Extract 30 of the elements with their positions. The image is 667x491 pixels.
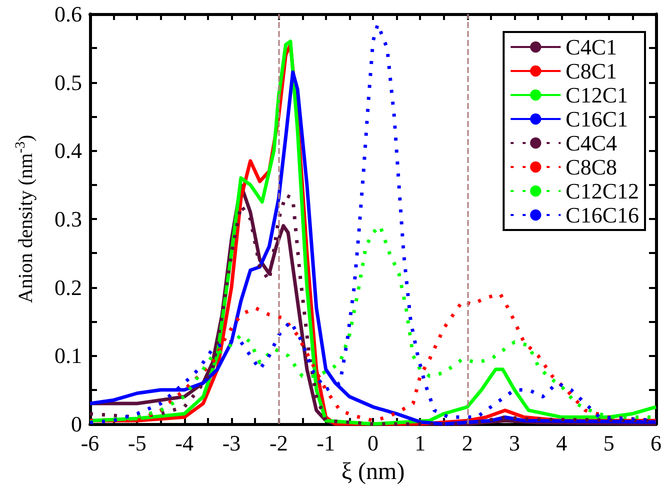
legend-label: C8C8: [566, 154, 618, 180]
legend-label: C16C16: [566, 202, 640, 228]
y-tick-label: 0.5: [54, 70, 82, 95]
x-tick-label: -1: [316, 430, 335, 456]
x-axis-title: ξ (nm): [341, 459, 405, 485]
legend-label: C12C1: [566, 82, 628, 108]
y-axis-title: Anion density (nm-3): [14, 134, 37, 304]
legend-label: C8C1: [566, 58, 618, 84]
legend-label: C16C1: [566, 106, 628, 132]
x-tick-label: 2: [462, 430, 473, 456]
x-tick-label: 6: [650, 430, 662, 456]
y-tick-label: 0.4: [54, 138, 82, 164]
x-tick-label: 3: [509, 430, 520, 456]
x-tick-label: -3: [222, 430, 241, 456]
y-tick-label: 0.3: [54, 206, 82, 232]
legend-label: C4C4: [566, 130, 618, 156]
legend-label: C4C1: [566, 34, 618, 60]
x-tick-label: -5: [128, 430, 146, 456]
x-tick-label: -4: [175, 430, 194, 456]
x-tick-label: 0: [368, 430, 378, 456]
x-tick-label: 5: [603, 430, 614, 456]
x-tick-label: 1: [414, 430, 426, 456]
legend-label: C12C12: [566, 178, 640, 204]
x-tick-label: 4: [556, 430, 568, 456]
x-tick-label: -6: [80, 430, 100, 456]
y-tick-label: 0.6: [54, 2, 82, 26]
y-tick-label: 0.1: [54, 343, 82, 368]
y-tick-label: 0: [71, 412, 82, 436]
x-tick-label: -2: [270, 430, 288, 456]
y-tick-label: 0.2: [54, 274, 82, 300]
